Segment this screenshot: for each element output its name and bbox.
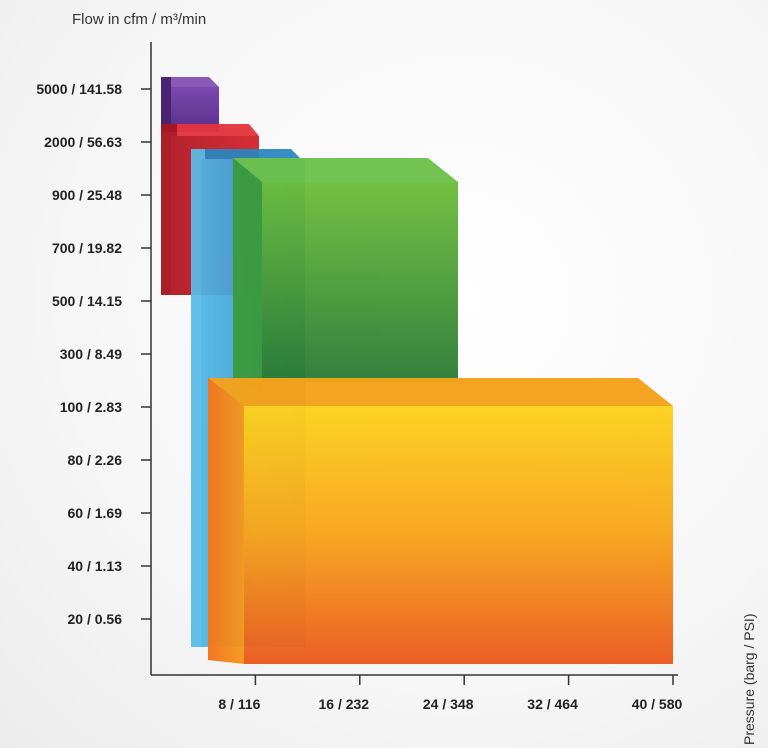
y-tick-label: 5000 / 141.58 bbox=[36, 81, 122, 97]
bar-blue-top bbox=[191, 149, 301, 159]
x-tick-label: 16 / 232 bbox=[318, 696, 369, 712]
x-tick-label: 8 / 116 bbox=[218, 696, 260, 712]
x-tick-label: 40 / 580 bbox=[632, 696, 683, 712]
x-tick-label: 24 / 348 bbox=[423, 696, 474, 712]
x-axis-title: Pressure (barg / PSI) bbox=[741, 614, 757, 746]
y-tick-label: 80 / 2.26 bbox=[68, 452, 123, 468]
bar-purple bbox=[161, 77, 219, 132]
bar-red-top bbox=[161, 124, 259, 136]
y-tick-label: 700 / 19.82 bbox=[52, 240, 122, 256]
bar-orange bbox=[208, 378, 673, 664]
bar-green bbox=[233, 158, 458, 392]
y-tick-label: 60 / 1.69 bbox=[68, 505, 123, 521]
bar-orange-side bbox=[208, 378, 244, 664]
y-tick-label: 900 / 25.48 bbox=[52, 187, 122, 203]
bar-orange-front bbox=[244, 406, 673, 664]
y-ticks: 20 / 0.56 40 / 1.13 60 / 1.69 80 / 2.26 … bbox=[36, 81, 151, 627]
y-axis-title: Flow in cfm / m³/min bbox=[72, 11, 206, 28]
bar-purple-top bbox=[161, 77, 219, 87]
y-tick-label: 500 / 14.15 bbox=[52, 293, 122, 309]
x-tick-label: 32 / 464 bbox=[527, 696, 578, 712]
y-tick-label: 20 / 0.56 bbox=[68, 611, 123, 627]
bar-green-front bbox=[262, 182, 458, 382]
bar-green-side bbox=[233, 158, 262, 392]
y-tick-label: 2000 / 56.63 bbox=[44, 134, 122, 150]
bar-orange-top bbox=[208, 378, 673, 406]
y-tick-label: 40 / 1.13 bbox=[68, 558, 123, 574]
bar-purple-side bbox=[161, 77, 171, 132]
bar-green-top bbox=[233, 158, 458, 182]
y-tick-label: 100 / 2.83 bbox=[60, 399, 122, 415]
y-tick-label: 300 / 8.49 bbox=[60, 346, 122, 362]
x-ticks: 8 / 116 16 / 232 24 / 348 32 / 464 40 / 580 bbox=[218, 675, 683, 712]
